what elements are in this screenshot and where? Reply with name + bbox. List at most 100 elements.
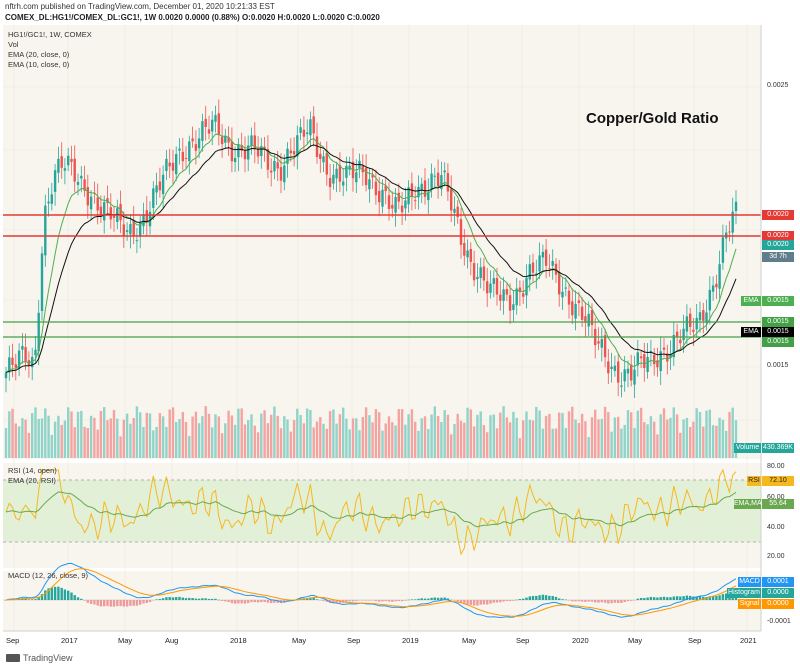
histogram-bar [67, 590, 70, 600]
histogram-bar [531, 596, 535, 600]
histogram-bar [70, 592, 73, 600]
volume-bar [731, 407, 734, 458]
histogram-bar [201, 598, 204, 600]
candle-body [715, 283, 718, 288]
candle-body [129, 224, 132, 235]
candle-body [387, 195, 391, 209]
candle-body [8, 357, 11, 373]
candle-body [250, 135, 253, 146]
volume-bar [279, 428, 283, 458]
red-line-badge-1: 0.0020 [762, 210, 794, 220]
histogram-bar [106, 600, 109, 607]
volume-bar [299, 415, 302, 458]
candle-body [623, 369, 626, 382]
histogram-bar [145, 600, 148, 603]
volume-bar [96, 429, 99, 458]
volume-bar [387, 416, 391, 458]
candle-body [489, 283, 492, 293]
candle-body [472, 263, 476, 281]
histogram-bar [368, 600, 371, 601]
candle-body [70, 158, 73, 162]
volume-bar [328, 411, 332, 458]
histogram-bar [489, 600, 492, 604]
time-tick-5: May [292, 636, 307, 645]
histogram-bar [325, 600, 328, 602]
volume-bar [243, 424, 247, 458]
volume-bar [197, 423, 201, 458]
candle-body [689, 313, 692, 327]
histogram-bar [4, 600, 8, 601]
candle-body [643, 354, 646, 368]
volume-bar [306, 408, 309, 458]
candle-body [734, 201, 738, 211]
histogram-bar [417, 598, 420, 600]
volume-bar [446, 414, 450, 458]
volume-bar [89, 415, 93, 458]
histogram-bar [394, 600, 397, 602]
candle-body [486, 281, 489, 294]
histogram-bar [89, 600, 93, 604]
histogram-bar [211, 598, 214, 600]
histogram-bar [60, 587, 63, 600]
histogram-bar [99, 600, 103, 607]
histogram-bar [450, 599, 453, 601]
volume-bar [178, 419, 181, 458]
histogram-bar [142, 600, 145, 604]
legend-macd: MACD (12, 26, close, 9) [8, 571, 89, 580]
volume-bar [718, 417, 721, 458]
volume-bar [86, 428, 89, 458]
candle-body [702, 310, 705, 321]
histogram-bar [253, 600, 256, 603]
volume-bar [83, 426, 86, 458]
candle-body [260, 146, 263, 156]
volume-bar [499, 412, 502, 458]
tradingview-brand[interactable]: TradingView [6, 653, 73, 663]
volume-bar [181, 411, 184, 458]
candle-body [312, 116, 315, 134]
histogram-bar [384, 600, 387, 602]
candle-body [86, 187, 89, 206]
volume-bar [188, 436, 191, 458]
candle-body [289, 150, 292, 154]
volume-bar [414, 421, 417, 458]
rsi-ema-line [5, 491, 737, 528]
macd-line [5, 562, 737, 619]
candle-body [47, 201, 50, 204]
histogram-bar [597, 600, 600, 603]
ema10-line [5, 133, 737, 373]
histogram-bar [109, 600, 112, 607]
candle-body [197, 138, 201, 149]
histogram-bar [456, 600, 459, 602]
histogram-bar [207, 598, 211, 600]
histogram-bar [613, 600, 617, 603]
volume-bar [489, 415, 492, 458]
histogram-bar [135, 600, 139, 606]
volume-bar [247, 420, 250, 458]
volume-bar [122, 419, 125, 458]
candle-body [299, 127, 302, 133]
volume-bar [368, 415, 371, 458]
volume-bar [224, 423, 227, 458]
histogram-bar [224, 600, 227, 602]
volume-bar [541, 428, 545, 458]
volume-bar [567, 411, 571, 458]
time-tick-4: 2018 [230, 636, 247, 645]
candle-body [508, 295, 512, 311]
candle-body [607, 361, 610, 374]
candle-body [646, 357, 649, 372]
candle-body [73, 158, 76, 182]
candle-body [682, 328, 685, 341]
volume-bar [613, 417, 617, 458]
candle-body [577, 300, 581, 303]
histogram-bar [590, 600, 594, 602]
histogram-bar [718, 595, 721, 600]
histogram-bar [181, 597, 184, 600]
histogram-bar [682, 596, 685, 600]
volume-bar [512, 411, 515, 458]
histogram-bar [47, 588, 50, 600]
volume-bar [551, 428, 554, 458]
volume-bar [662, 408, 666, 458]
candle-body [279, 167, 283, 181]
candle-body [666, 353, 669, 362]
